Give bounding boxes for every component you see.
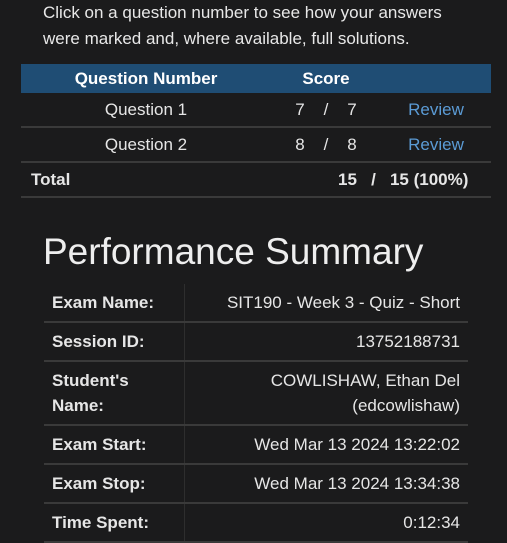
table-row: Question 2 8 / 8 Review (21, 127, 491, 163)
intro-text: Click on a question number to see how yo… (43, 3, 442, 48)
question-label: Question 2 (21, 127, 271, 163)
review-header (381, 64, 491, 93)
student-name-value: COWLISHAW, Ethan Del (edcowlishaw) (184, 361, 468, 426)
time-spent-label: Time Spent: (44, 503, 185, 543)
exam-name-label: Exam Name: (44, 284, 185, 323)
question-number-header: Question Number (21, 64, 271, 93)
total-score: 15 / 15 (100%) (271, 162, 491, 198)
summary-row-exam-start: Exam Start: Wed Mar 13 2024 13:22:02 (44, 425, 468, 465)
summary-row-exam-stop: Exam Stop: Wed Mar 13 2024 13:34:38 (44, 464, 468, 504)
time-spent-value: 0:12:34 (184, 503, 468, 543)
total-label: Total (21, 162, 271, 198)
total-row: Total 15 / 15 (100%) (21, 162, 491, 198)
review-link-question-2[interactable]: Review (408, 134, 464, 154)
exam-start-label: Exam Start: (44, 425, 185, 465)
session-id-label: Session ID: (44, 322, 185, 362)
summary-row-session-id: Session ID: 13752188731 (44, 322, 468, 362)
summary-row-time-spent: Time Spent: 0:12:34 (44, 503, 468, 543)
exam-stop-label: Exam Stop: (44, 464, 185, 504)
score-header: Score (271, 64, 381, 93)
question-score: 7 / 7 (271, 93, 381, 128)
question-score: 8 / 8 (271, 127, 381, 163)
exam-stop-value: Wed Mar 13 2024 13:34:38 (184, 464, 468, 504)
student-name-label: Student's Name: (44, 361, 185, 426)
scores-table: Question Number Score Question 1 7 / 7 R… (21, 64, 491, 198)
question-label: Question 1 (21, 93, 271, 128)
summary-row-student-name: Student's Name: COWLISHAW, Ethan Del (ed… (44, 361, 468, 426)
scores-header-row: Question Number Score (21, 64, 491, 93)
performance-summary-title: Performance Summary (43, 231, 424, 272)
summary-row-exam-name: Exam Name: SIT190 - Week 3 - Quiz - Shor… (44, 284, 468, 323)
exam-name-value: SIT190 - Week 3 - Quiz - Short (184, 284, 468, 323)
table-row: Question 1 7 / 7 Review (21, 93, 491, 128)
exam-start-value: Wed Mar 13 2024 13:22:02 (184, 425, 468, 465)
review-link-question-1[interactable]: Review (408, 99, 464, 119)
session-id-value: 13752188731 (184, 322, 468, 362)
performance-summary-table: Exam Name: SIT190 - Week 3 - Quiz - Shor… (44, 284, 468, 543)
